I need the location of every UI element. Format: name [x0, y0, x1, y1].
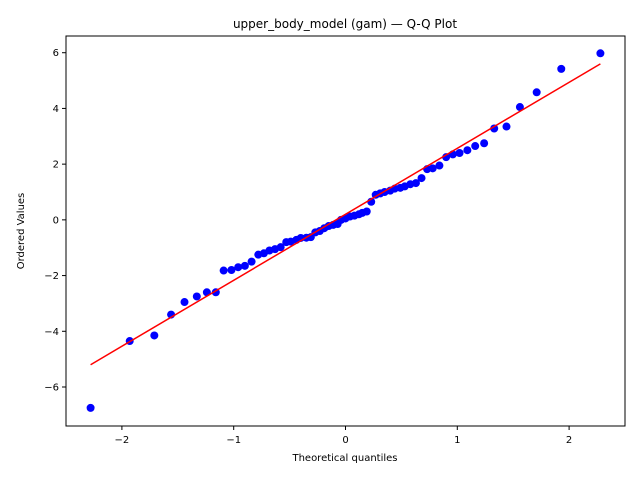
data-point — [471, 142, 480, 151]
x-axis-ticks: −2 −1 0 1 2 — [115, 426, 572, 446]
data-point — [480, 139, 489, 148]
y-tick-label: 0 — [53, 215, 59, 226]
data-point — [463, 146, 472, 155]
data-point — [596, 49, 605, 58]
data-point — [411, 179, 420, 188]
x-tick-label: 0 — [342, 435, 348, 446]
data-point — [428, 164, 437, 173]
x-tick-label: −1 — [226, 435, 241, 446]
data-point — [234, 263, 243, 272]
data-point — [417, 174, 426, 183]
data-point — [442, 153, 451, 162]
chart-title: upper_body_model (gam) — Q-Q Plot — [233, 17, 457, 31]
data-point — [490, 124, 499, 133]
x-tick-label: 1 — [454, 435, 460, 446]
data-point — [180, 298, 189, 307]
data-point — [435, 161, 444, 170]
x-tick-label: 2 — [566, 435, 572, 446]
data-point — [515, 103, 524, 112]
y-tick-label: 6 — [53, 48, 59, 59]
y-axis-ticks: −6 −4 −2 0 2 4 6 — [44, 48, 66, 394]
y-tick-label: 2 — [53, 160, 59, 171]
data-point — [276, 243, 285, 252]
data-point — [86, 403, 95, 412]
data-point — [240, 261, 249, 270]
data-point — [227, 266, 236, 274]
data-point — [362, 207, 371, 216]
y-axis-label: Ordered Values — [16, 193, 27, 270]
x-axis-label: Theoretical quantiles — [291, 453, 397, 464]
data-point — [557, 64, 566, 73]
data-point — [502, 122, 511, 131]
y-tick-label: 4 — [53, 104, 59, 115]
data-point — [150, 331, 159, 340]
data-point — [192, 292, 201, 301]
x-tick-label: −2 — [115, 435, 130, 446]
data-point — [219, 266, 228, 275]
data-point — [532, 88, 541, 97]
plot-area — [86, 49, 605, 412]
y-tick-label: −2 — [44, 271, 59, 282]
y-tick-label: −4 — [44, 327, 59, 338]
data-point — [455, 149, 464, 157]
fit-line — [90, 63, 601, 366]
y-tick-label: −6 — [44, 383, 59, 394]
data-point — [247, 257, 256, 266]
